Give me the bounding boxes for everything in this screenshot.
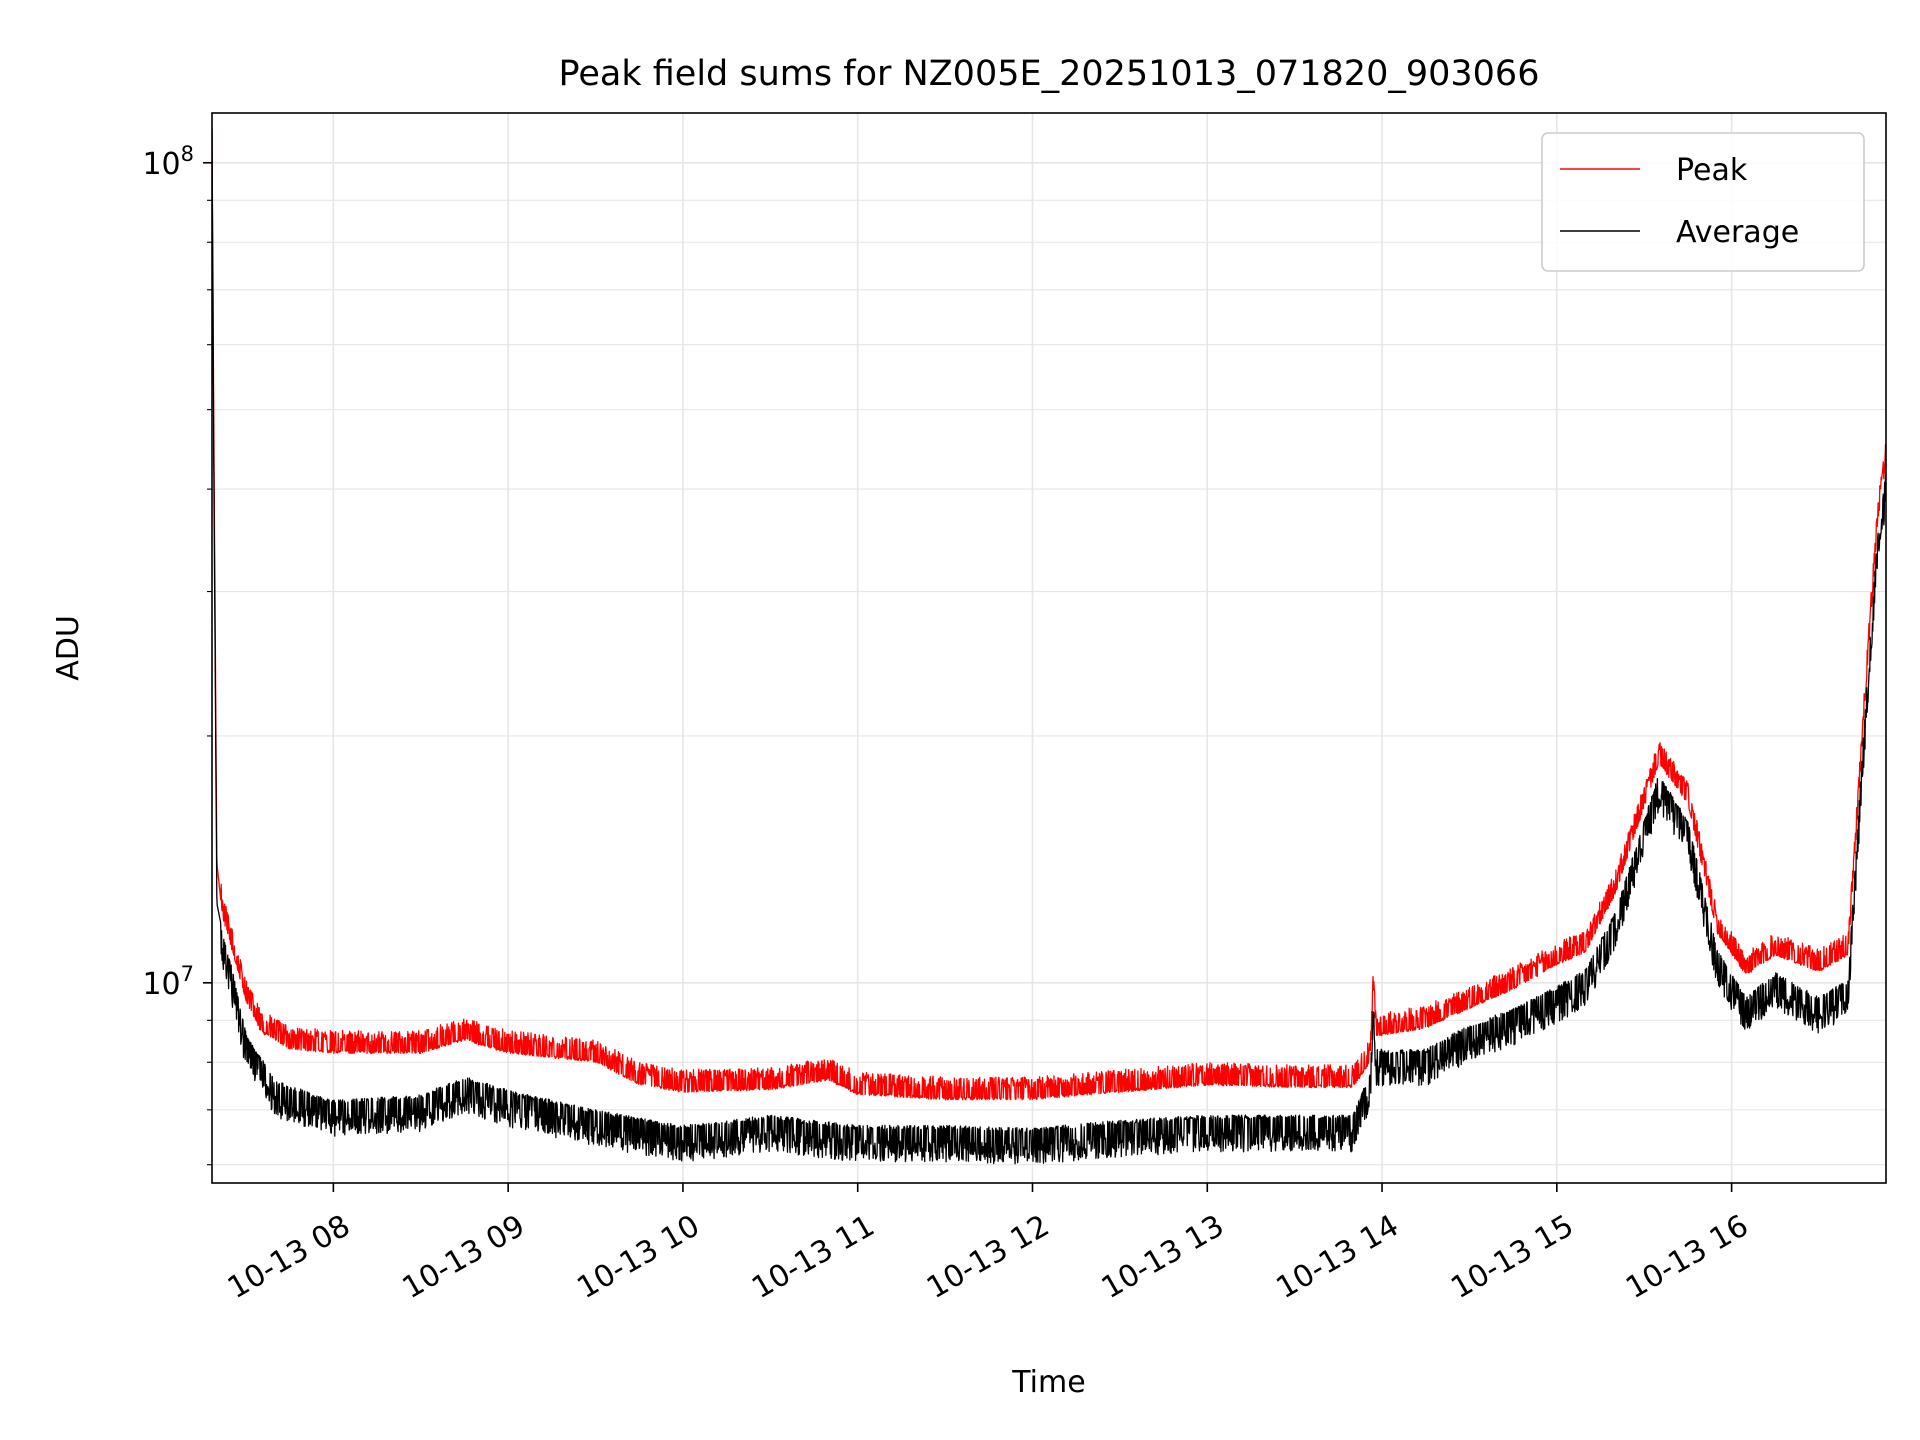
y-axis-label: ADU [51,615,86,681]
x-axis-label: Time [1011,1365,1085,1400]
legend: Peak Average [1541,132,1865,272]
y-tick-label: 108 [142,142,194,182]
legend-box [1541,132,1865,272]
legend-label-average: Average [1676,215,1799,250]
series-line-average [212,128,1886,1165]
y-tick-exponent: 8 [181,142,194,166]
plot-frame [211,112,1887,1184]
y-tick-base: 10 [142,967,180,1002]
series-layer [212,128,1886,1165]
chart-title: Peak field sums for NZ005E_20251013_0718… [559,54,1540,94]
y-tick-base: 10 [142,147,180,182]
plot-area [212,128,1886,1165]
grid-layer [212,113,1886,1183]
series-line-peak [212,128,1886,1101]
y-tick-exponent: 7 [181,962,194,986]
y-tick-label: 107 [142,962,194,1002]
legend-label-peak: Peak [1676,153,1748,188]
